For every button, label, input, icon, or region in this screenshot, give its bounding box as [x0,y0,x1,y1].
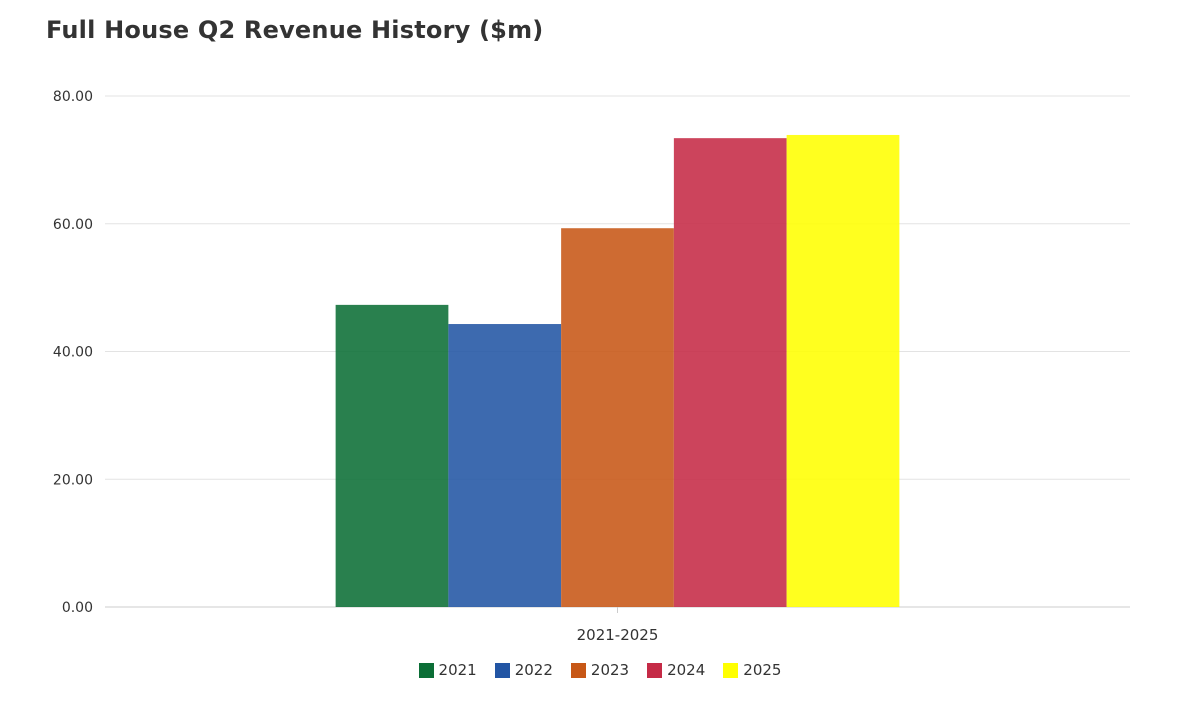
bar-2024[interactable] [673,138,787,607]
legend-item-2023[interactable]: 2023 [570,661,630,679]
legend-swatch [570,662,586,678]
legend: 2021 2022 2023 2024 2025 [0,661,1200,679]
y-tick-label: 0.00 [62,600,93,616]
bar-2022[interactable] [448,324,562,607]
legend-label: 2021 [438,661,477,679]
y-tick-label: 40.00 [53,345,93,361]
bar-2025[interactable] [786,134,900,607]
y-tick-label: 20.00 [53,472,93,488]
legend-label: 2025 [743,661,782,679]
legend-label: 2023 [590,661,630,679]
legend-swatch [494,662,510,678]
legend-label: 2024 [667,661,706,679]
legend-item-2024[interactable]: 2024 [647,661,705,679]
x-category-label: 2021-2025 [577,626,659,644]
legend-item-2022[interactable]: 2022 [494,661,553,679]
legend-swatch [723,662,739,678]
legend-item-2021[interactable]: 2021 [418,661,477,679]
chart-title: Full House Q2 Revenue History ($m) [46,16,544,44]
y-tick-label: 80.00 [53,89,93,105]
bar-2021[interactable] [335,304,449,607]
legend-swatch [418,662,434,678]
y-tick-label: 60.00 [53,217,93,233]
legend-label: 2022 [514,661,553,679]
bar-2023[interactable] [561,228,674,607]
legend-item-2025[interactable]: 2025 [723,661,781,679]
legend-swatch [647,662,663,678]
